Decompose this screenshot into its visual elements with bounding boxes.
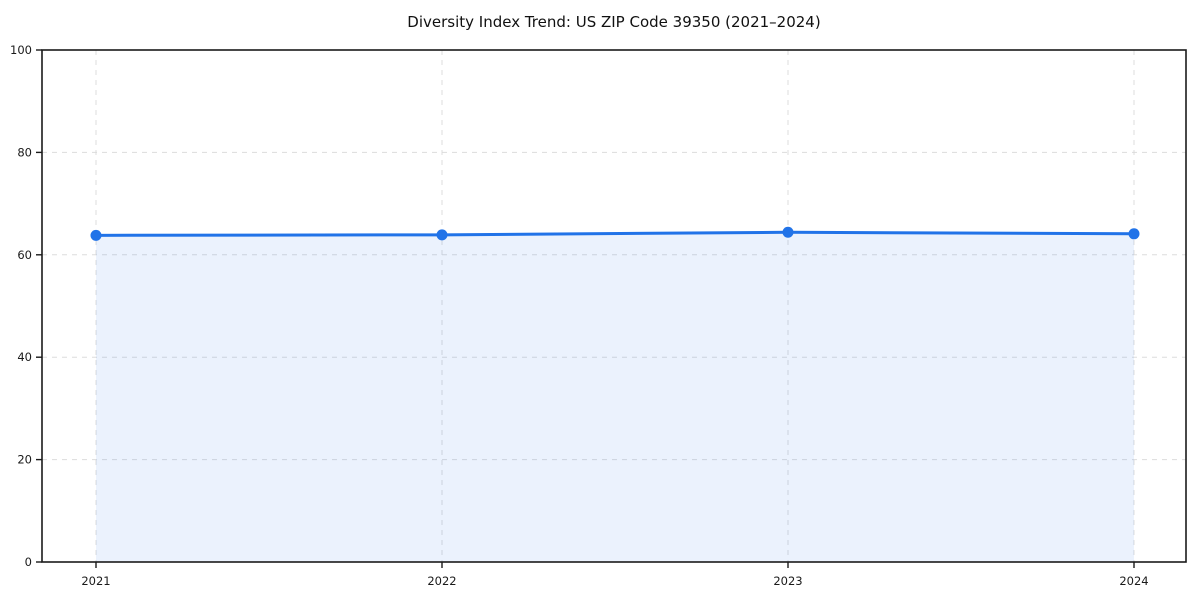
- series-area-fill: [96, 232, 1134, 562]
- y-tick-label: 100: [10, 43, 32, 57]
- area-fill: [96, 232, 1134, 562]
- y-tick-label: 0: [25, 555, 32, 569]
- x-tick-label: 2021: [81, 574, 110, 588]
- axes-box: [41, 49, 1187, 563]
- data-line: [94, 230, 1136, 237]
- x-tick-label: 2023: [773, 574, 802, 588]
- y-tick-label: 40: [17, 350, 32, 364]
- tick-marks-and-labels: 0 20 40 60 80 100 2021 2022 2023 2024: [10, 43, 1149, 588]
- series-line: [94, 230, 1136, 237]
- data-point-marker: [90, 229, 102, 241]
- x-tick-label: 2024: [1119, 574, 1148, 588]
- x-tick-label: 2022: [427, 574, 456, 588]
- chart-title: Diversity Index Trend: US ZIP Code 39350…: [407, 13, 820, 31]
- plot-border: [41, 49, 1187, 563]
- data-point-marker: [782, 226, 794, 238]
- data-point-marker: [1128, 228, 1140, 240]
- y-tick-label: 60: [17, 248, 32, 262]
- y-tick-label: 80: [17, 145, 32, 159]
- data-markers: [90, 226, 1140, 241]
- y-tick-label: 20: [17, 453, 32, 467]
- data-point-marker: [436, 229, 448, 241]
